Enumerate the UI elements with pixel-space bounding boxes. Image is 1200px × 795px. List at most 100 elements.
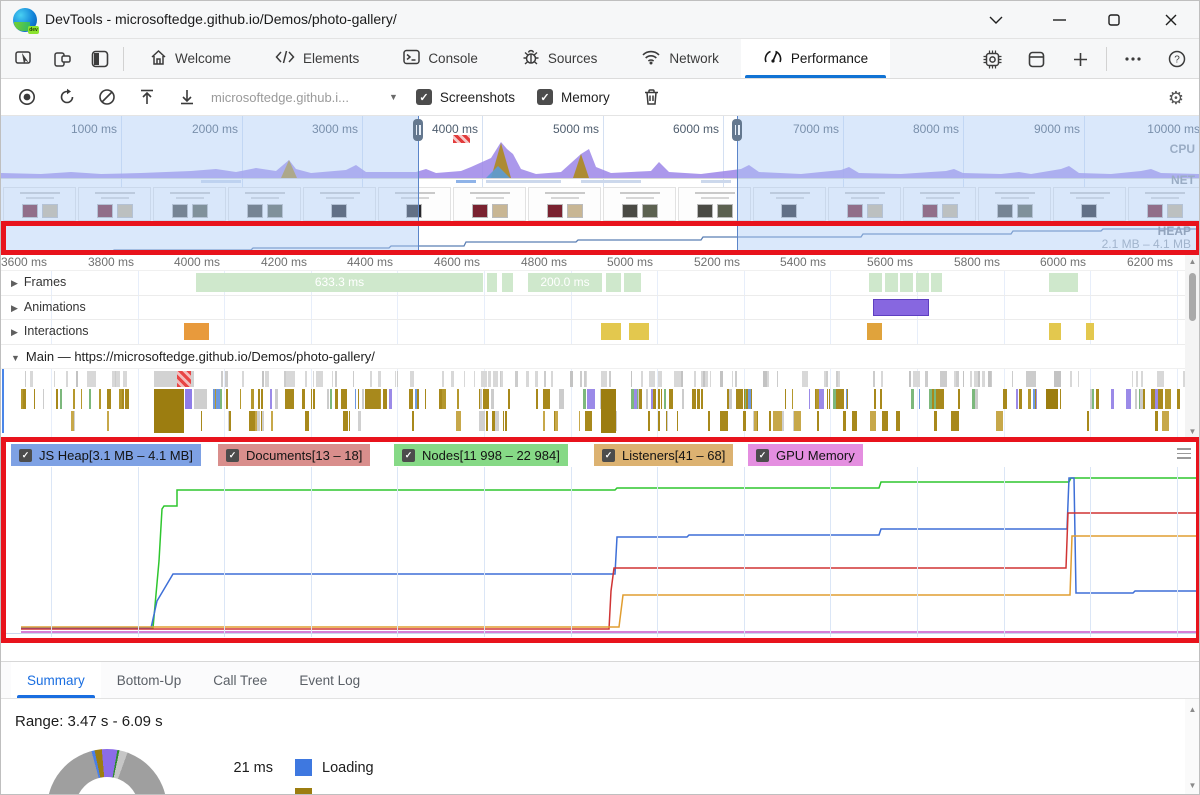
main-flame-chart[interactable] bbox=[1, 369, 1199, 435]
animation-bar[interactable] bbox=[873, 299, 929, 316]
counter-chip-listeners[interactable]: ✓ Listeners[41 – 68] bbox=[594, 444, 734, 466]
load-profile-icon[interactable] bbox=[127, 88, 167, 106]
tab-welcome[interactable]: Welcome bbox=[128, 39, 253, 78]
flame-event[interactable] bbox=[601, 389, 616, 433]
screenshots-checkbox[interactable]: ✓ bbox=[415, 89, 432, 105]
hamburger-menu-icon[interactable] bbox=[1177, 448, 1191, 459]
track-main-header[interactable]: ▼ Main — https://microsoftedge.github.io/… bbox=[1, 345, 1199, 369]
frame-bar[interactable]: 200.0 ms bbox=[528, 273, 602, 292]
checkbox-icon[interactable]: ✓ bbox=[402, 448, 415, 462]
tab-performance[interactable]: Performance bbox=[740, 39, 891, 78]
expander-icon[interactable]: ▶ bbox=[11, 327, 18, 337]
collapse-icon[interactable]: ▼ bbox=[11, 353, 20, 363]
activity-bar-icon[interactable] bbox=[81, 39, 119, 78]
frame-bar[interactable] bbox=[916, 273, 929, 292]
summary-scrollbar[interactable]: ▲ ▼ bbox=[1185, 699, 1199, 794]
clear-icon[interactable] bbox=[87, 88, 127, 106]
screenshot-filmstrip[interactable] bbox=[1, 186, 1199, 222]
flame-event[interactable] bbox=[185, 389, 192, 409]
checkbox-icon[interactable]: ✓ bbox=[602, 448, 615, 462]
screenshot-thumbnail[interactable] bbox=[603, 187, 676, 221]
capture-settings-gear-icon[interactable]: ⚙ bbox=[1167, 87, 1185, 108]
expander-icon[interactable]: ▶ bbox=[11, 278, 18, 288]
tab-call-tree[interactable]: Call Tree bbox=[213, 672, 268, 688]
screenshot-thumbnail[interactable] bbox=[153, 187, 226, 221]
scroll-down-icon[interactable]: ▼ bbox=[1188, 427, 1197, 436]
scroll-up-icon[interactable]: ▲ bbox=[1188, 705, 1197, 714]
more-menu-icon[interactable] bbox=[1111, 57, 1155, 61]
chevron-down-icon[interactable]: ▼ bbox=[389, 92, 398, 102]
frame-bar[interactable] bbox=[487, 273, 497, 292]
reload-icon[interactable] bbox=[47, 88, 87, 106]
close-button[interactable] bbox=[1157, 7, 1185, 33]
drawer-icon[interactable] bbox=[1014, 51, 1058, 68]
tab-bottom-up[interactable]: Bottom-Up bbox=[116, 672, 182, 688]
frame-bar[interactable] bbox=[931, 273, 942, 292]
flame-event[interactable] bbox=[154, 389, 184, 433]
screenshot-thumbnail[interactable] bbox=[978, 187, 1051, 221]
heap-overview-strip[interactable] bbox=[1, 223, 1199, 253]
tab-console[interactable]: Console bbox=[381, 39, 500, 78]
frame-bar[interactable] bbox=[606, 273, 621, 292]
screenshot-thumbnail[interactable] bbox=[678, 187, 751, 221]
screenshot-thumbnail[interactable] bbox=[1053, 187, 1126, 221]
help-icon[interactable]: ? bbox=[1155, 50, 1199, 68]
selection-handle-right[interactable] bbox=[732, 119, 742, 141]
counter-chip-nodes[interactable]: ✓ Nodes[11 998 – 22 984] bbox=[394, 444, 568, 466]
counter-chip-documents[interactable]: ✓ Documents[13 – 18] bbox=[218, 444, 371, 466]
screenshot-thumbnail[interactable] bbox=[903, 187, 976, 221]
detail-scrollbar[interactable]: ▲ ▼ bbox=[1185, 253, 1199, 441]
screenshot-thumbnail[interactable] bbox=[303, 187, 376, 221]
frame-bar[interactable]: 633.3 ms bbox=[196, 273, 483, 292]
track-interactions[interactable]: ▶ Interactions bbox=[1, 320, 1199, 345]
interaction-bar[interactable] bbox=[1086, 323, 1094, 340]
memory-checkbox[interactable]: ✓ bbox=[536, 89, 553, 105]
screenshot-thumbnail[interactable] bbox=[1128, 187, 1199, 221]
interaction-bar[interactable] bbox=[601, 323, 621, 340]
minimize-button[interactable] bbox=[1045, 7, 1073, 33]
memory-counter-chart[interactable] bbox=[1, 467, 1199, 637]
expander-icon[interactable]: ▶ bbox=[11, 303, 18, 313]
checkbox-icon[interactable]: ✓ bbox=[226, 448, 239, 462]
checkbox-icon[interactable]: ✓ bbox=[19, 448, 32, 462]
tab-event-log[interactable]: Event Log bbox=[299, 672, 361, 688]
interaction-bar[interactable] bbox=[1049, 323, 1061, 340]
record-icon[interactable] bbox=[7, 88, 47, 106]
page-selector[interactable]: microsoftedge.github.i... bbox=[211, 89, 349, 105]
frame-bar[interactable] bbox=[900, 273, 913, 292]
screenshot-thumbnail[interactable] bbox=[228, 187, 301, 221]
more-tabs-plus-icon[interactable] bbox=[1058, 52, 1102, 67]
checkbox-icon[interactable]: ✓ bbox=[756, 448, 769, 462]
tab-elements[interactable]: Elements bbox=[253, 39, 381, 78]
screenshot-thumbnail[interactable] bbox=[828, 187, 901, 221]
tab-sources[interactable]: Sources bbox=[500, 39, 620, 78]
dock-chevron-icon[interactable] bbox=[982, 7, 1010, 33]
frame-bar[interactable] bbox=[1049, 273, 1078, 292]
interaction-bar[interactable] bbox=[867, 323, 882, 340]
counter-chip-js-heap[interactable]: ✓ JS Heap[3.1 MB – 4.1 MB] bbox=[11, 444, 201, 466]
frame-bar[interactable] bbox=[624, 273, 641, 292]
device-emulation-icon[interactable] bbox=[43, 39, 81, 78]
scroll-down-icon[interactable]: ▼ bbox=[1188, 781, 1197, 790]
interaction-bar[interactable] bbox=[629, 323, 649, 340]
tab-summary[interactable]: Summary bbox=[11, 662, 101, 698]
inspect-icon[interactable] bbox=[5, 39, 43, 78]
screenshot-thumbnail[interactable] bbox=[78, 187, 151, 221]
selection-handle-left[interactable] bbox=[413, 119, 423, 141]
scrollbar-thumb[interactable] bbox=[1189, 273, 1196, 321]
frame-bar[interactable] bbox=[885, 273, 898, 292]
flame-event[interactable] bbox=[177, 371, 191, 387]
flame-event[interactable] bbox=[1046, 389, 1058, 409]
frame-bar[interactable] bbox=[869, 273, 882, 292]
counter-chip-gpu-memory[interactable]: ✓ GPU Memory bbox=[748, 444, 863, 466]
timeline-overview[interactable]: 1000 ms 2000 ms 3000 ms 4000 ms 5000 ms 6000 … bbox=[1, 116, 1199, 253]
screenshot-thumbnail[interactable] bbox=[753, 187, 826, 221]
scroll-up-icon[interactable]: ▲ bbox=[1188, 257, 1197, 266]
save-profile-icon[interactable] bbox=[167, 88, 207, 106]
screenshot-thumbnail[interactable] bbox=[528, 187, 601, 221]
screenshot-thumbnail[interactable] bbox=[3, 187, 76, 221]
track-animations[interactable]: ▶ Animations bbox=[1, 296, 1199, 320]
track-frames[interactable]: ▶ Frames 633.3 ms 200.0 ms bbox=[1, 271, 1199, 296]
tab-network[interactable]: Network bbox=[619, 39, 741, 78]
experiments-chip-icon[interactable] bbox=[970, 50, 1014, 69]
